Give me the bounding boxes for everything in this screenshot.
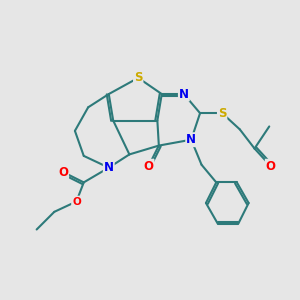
Text: O: O <box>72 196 81 206</box>
Text: N: N <box>104 161 114 174</box>
Text: O: O <box>143 160 154 173</box>
Text: N: N <box>179 88 189 100</box>
Text: S: S <box>134 71 142 84</box>
Text: O: O <box>58 166 68 178</box>
Text: O: O <box>266 160 276 173</box>
Text: N: N <box>186 133 196 146</box>
Text: S: S <box>218 107 226 120</box>
